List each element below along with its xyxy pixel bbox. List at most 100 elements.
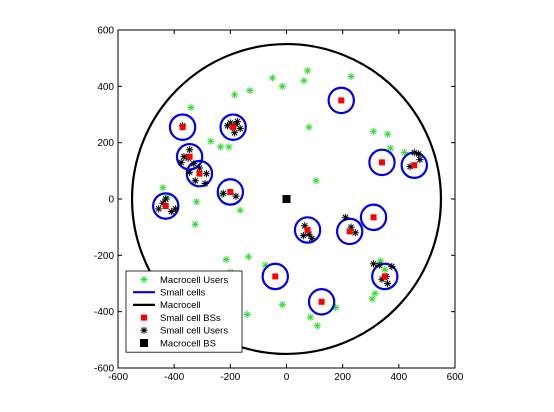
small-cell-user-point	[406, 163, 414, 171]
small-cell-bs-point	[162, 203, 169, 210]
macrocell-user-point	[246, 86, 254, 95]
legend-label: Macrocell	[160, 300, 201, 311]
small-cell-bs-point	[346, 228, 353, 235]
legend-label: Small cell Users	[160, 326, 228, 337]
macrocell-user-point	[369, 127, 378, 135]
small-cell-bs-point	[272, 273, 279, 280]
macrocell-user-point	[236, 206, 244, 214]
y-tick-label: 400	[97, 82, 114, 93]
small-cell-user-point	[190, 160, 198, 168]
legend-item: Small cell Users	[140, 326, 228, 337]
small-cell-user-point	[186, 146, 194, 154]
macrocell-user-point	[332, 303, 340, 312]
small-cell-user-point	[226, 119, 234, 127]
small-cell-user-point	[177, 158, 185, 166]
small-cell-user-point	[308, 234, 316, 243]
small-cell-user-point	[414, 150, 423, 158]
small-cell-bs-point	[318, 298, 325, 305]
macrocell-user-point	[400, 148, 409, 157]
legend-item: Macrocell BS	[140, 338, 216, 349]
legend-label: Small cells	[160, 288, 206, 299]
legend-item: Macrocell	[133, 300, 201, 311]
small-cell-circle	[371, 262, 399, 291]
macrocell-user-point	[376, 257, 385, 265]
small-cell-user-point	[351, 229, 359, 237]
small-cell-circle	[293, 216, 322, 244]
small-cell-circle	[152, 192, 180, 220]
legend-marker-square	[140, 339, 148, 347]
legend-marker-star	[140, 326, 148, 334]
small-cell-bs-point	[179, 124, 186, 131]
small-cell-circle	[185, 159, 214, 188]
small-cell-bs-point	[378, 159, 385, 166]
y-tick-label: -400	[94, 307, 114, 318]
macrocell-user-point	[268, 74, 277, 82]
macrocell-bs-point	[282, 195, 291, 203]
small-cell-user-point	[202, 170, 211, 178]
small-cell-circle	[307, 288, 336, 316]
macrocell-user-point	[244, 253, 253, 261]
macrocell-user-point	[386, 144, 395, 152]
legend-item: Macrocell Users	[140, 275, 228, 286]
macrocell-user-point	[313, 322, 321, 330]
small-cell-user-point	[305, 230, 313, 238]
ticks-layer: -600 -400 -200 0 200 400 600 -600 -400 -200 0 200 40…	[94, 26, 464, 384]
macrocell-user-point	[278, 82, 286, 90]
x-tick-label: 200	[334, 372, 351, 383]
x-tick-label: -200	[220, 372, 240, 383]
x-tick-label: 600	[447, 372, 464, 383]
small-cell-user-point	[299, 232, 307, 240]
macrocell-user-point	[278, 301, 286, 309]
small-cell-bs-point	[196, 170, 203, 177]
x-tick-label: -600	[108, 372, 128, 383]
small-cell-user-point	[155, 205, 163, 213]
small-cell-user-point	[186, 168, 194, 176]
legend-marker-square	[141, 314, 147, 321]
small-cell-bs-point	[370, 214, 377, 221]
macrocell-user-point	[159, 184, 167, 192]
macrocell-user-point	[193, 198, 201, 206]
small-cell-user-point	[230, 129, 239, 137]
legend-item: Small cells	[133, 288, 206, 299]
macrocell-user-point	[243, 310, 251, 319]
small-cell-user-point	[301, 222, 309, 230]
macrocell-user-point	[347, 72, 355, 81]
small-cell-circle	[359, 203, 388, 232]
legend-label: Macrocell BS	[160, 338, 216, 349]
small-cell-user-point	[180, 153, 188, 161]
small-cell-user-point	[191, 177, 199, 185]
small-cell-user-point	[232, 192, 240, 200]
small-cell-user-point	[369, 260, 378, 268]
macrocell-user-point	[216, 143, 225, 151]
small-cell-circle	[368, 148, 396, 177]
small-cell-user-point	[171, 205, 180, 213]
small-cell-user-point	[162, 195, 170, 203]
macrocell-user-point	[207, 137, 215, 145]
small-cell-bs-point	[338, 97, 345, 104]
small-cell-bs-point	[230, 124, 237, 131]
small-cell-user-point	[201, 179, 209, 188]
small-cell-user-point	[410, 148, 418, 157]
small-cell-bs-point	[411, 162, 418, 169]
macrocell-boundary	[130, 42, 443, 356]
macrocell-user-point	[368, 295, 376, 303]
y-tick-label: -600	[94, 364, 114, 375]
small-cell-bs-point	[381, 273, 388, 280]
small-cell-user-point	[375, 261, 383, 269]
macrocell-user-point	[306, 313, 314, 321]
macrocell-user-point	[371, 289, 379, 297]
macrocell-user-point	[187, 103, 195, 112]
small-cell-user-point	[384, 279, 392, 288]
small-cell-bs-point	[227, 188, 234, 195]
y-tick-label: 0	[108, 195, 114, 206]
macrocell-user-point	[230, 91, 239, 99]
small-cell-user-point	[341, 213, 350, 221]
small-cell-user-point	[347, 223, 355, 231]
macrocell-user-point	[381, 265, 389, 274]
small-cell-user-point	[416, 155, 424, 164]
small-cell-circle	[219, 113, 247, 141]
macrocell-user-point	[191, 220, 199, 228]
small-cell-circle	[216, 178, 245, 206]
